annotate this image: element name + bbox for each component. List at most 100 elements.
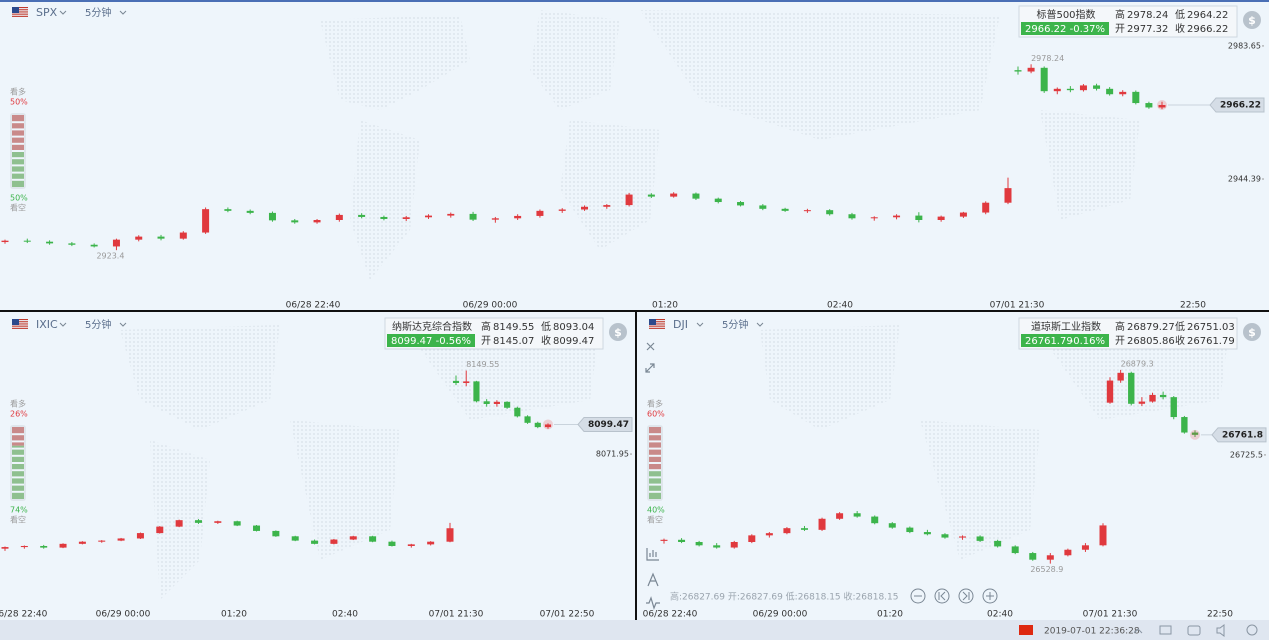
candle-body [1053, 88, 1061, 92]
candle-body [524, 416, 531, 423]
flag-stripe [12, 323, 28, 325]
zoom-in[interactable] [982, 588, 998, 604]
bear-percent: 74% [10, 506, 28, 515]
open-label: 开 [481, 336, 491, 347]
candle-body [915, 215, 923, 220]
close-value: 2966.22 [1187, 24, 1228, 35]
bear-label: 看空 [647, 515, 663, 525]
candle-body [224, 209, 232, 211]
candle-body [291, 220, 299, 223]
candle-body [349, 536, 357, 540]
open-value: 8145.07 [493, 336, 534, 347]
price: 2966.22 [1025, 24, 1066, 35]
chevron [696, 322, 704, 327]
collapse-icon[interactable] [1133, 628, 1143, 634]
currency-button[interactable] [609, 323, 627, 341]
x-tick-label: 02:40 [827, 301, 853, 311]
close-value: 26761.79 [1187, 336, 1235, 347]
flag-stripe [12, 7, 28, 9]
chevron [59, 322, 67, 327]
last-glow [1190, 429, 1200, 440]
currency-button[interactable] [1243, 323, 1261, 341]
high-value: 26879.27 [1127, 322, 1175, 333]
candle-body [380, 216, 388, 219]
low-label: 低 [541, 320, 551, 333]
candle-body [117, 538, 125, 541]
flag-stripe [649, 319, 665, 321]
bear-percent: 40% [647, 506, 665, 515]
price-badge [387, 334, 475, 347]
candle-body [1011, 546, 1019, 554]
candle-body [836, 513, 844, 519]
step-forward[interactable] [958, 588, 974, 604]
symbol[interactable]: IXIC [36, 318, 58, 331]
timeframe[interactable]: 5分钟 [85, 318, 111, 331]
candle-body [800, 528, 808, 530]
status-icons [1133, 624, 1258, 637]
symbol[interactable]: DJI [673, 318, 688, 331]
low-value: 2964.22 [1187, 10, 1228, 21]
x-tick-label: 01:20 [652, 301, 678, 311]
candle-body [268, 212, 276, 221]
window-icon[interactable] [1159, 625, 1172, 635]
timeframe[interactable]: 5分钟 [85, 6, 111, 19]
price-tag-label: 26761.8 [1222, 430, 1263, 440]
candle-body [313, 220, 321, 223]
draw-icon[interactable] [647, 572, 659, 587]
candle-body [625, 194, 633, 206]
open-label: 开 [1115, 336, 1125, 347]
bull-percent: 60% [647, 410, 665, 419]
currency-button[interactable] [1243, 11, 1261, 29]
candle-body [695, 541, 703, 546]
close-icon[interactable] [646, 342, 655, 351]
change: -0.56% [436, 336, 471, 347]
timeframe[interactable]: 5分钟 [722, 318, 748, 331]
camera-icon[interactable] [1187, 625, 1201, 636]
settings-icon[interactable] [1246, 624, 1258, 636]
symbol[interactable]: SPX [36, 6, 58, 19]
candle-body [358, 214, 366, 217]
flag-canton [649, 319, 656, 325]
candle-body [730, 541, 738, 548]
candle-body [714, 198, 722, 203]
x-tick-label: 01:20 [221, 610, 247, 620]
high-label: 高 [1115, 320, 1125, 333]
open-value: 26805.86 [1127, 336, 1175, 347]
change: -0.16% [1070, 336, 1105, 347]
candle-body [335, 214, 343, 220]
candle-body [1159, 394, 1167, 398]
top-border [0, 0, 1269, 2]
candle-body [156, 526, 164, 534]
price-tag [1211, 427, 1267, 443]
flag-stripe [12, 319, 28, 321]
bull-percent: 26% [10, 410, 28, 419]
sound-icon[interactable] [1216, 624, 1225, 637]
bull-label: 看多 [647, 399, 663, 409]
wave-icon[interactable] [646, 596, 660, 610]
expand-icon[interactable] [645, 363, 655, 373]
indicator-icon[interactable] [646, 548, 659, 561]
x-tick-label: 02:40 [987, 610, 1013, 620]
candle-body [214, 521, 222, 523]
step-back[interactable] [934, 588, 950, 604]
last-glow [1157, 100, 1167, 111]
candle-body [175, 520, 183, 527]
candle-body [1170, 397, 1177, 418]
x-tick-label: 06/28 22:40 [286, 301, 341, 311]
dji-toolbar [645, 342, 660, 610]
zoom-out[interactable] [910, 588, 926, 604]
candle-body [959, 536, 967, 538]
price-tag [577, 416, 633, 432]
candle-body [647, 194, 655, 197]
candle-body [1014, 70, 1022, 72]
flag-stripe [649, 321, 665, 323]
candle-body [941, 534, 949, 538]
bull-label: 看多 [10, 399, 26, 409]
candle-body [253, 525, 261, 531]
index-name: 道琼斯工业指数 [1031, 320, 1101, 333]
candle-body [246, 210, 254, 213]
candle-body [23, 240, 31, 242]
candle-body [906, 527, 914, 533]
candle-body [544, 424, 552, 428]
